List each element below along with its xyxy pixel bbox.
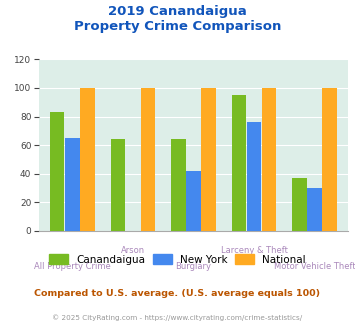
Text: Larceny & Theft: Larceny & Theft — [220, 246, 288, 255]
Text: 2019 Canandaigua: 2019 Canandaigua — [108, 5, 247, 18]
Bar — [231, 95, 246, 231]
Bar — [65, 138, 80, 231]
Text: Compared to U.S. average. (U.S. average equals 100): Compared to U.S. average. (U.S. average … — [34, 289, 321, 298]
Bar — [322, 88, 337, 231]
Bar — [292, 178, 307, 231]
Legend: Canandaigua, New York, National: Canandaigua, New York, National — [49, 254, 306, 265]
Bar — [247, 122, 261, 231]
Bar — [141, 88, 155, 231]
Text: All Property Crime: All Property Crime — [34, 262, 111, 271]
Text: Motor Vehicle Theft: Motor Vehicle Theft — [274, 262, 355, 271]
Text: Arson: Arson — [121, 246, 145, 255]
Bar — [307, 188, 322, 231]
Text: Property Crime Comparison: Property Crime Comparison — [74, 20, 281, 33]
Text: © 2025 CityRating.com - https://www.cityrating.com/crime-statistics/: © 2025 CityRating.com - https://www.city… — [53, 314, 302, 321]
Bar — [50, 112, 65, 231]
Bar — [80, 88, 95, 231]
Bar — [186, 171, 201, 231]
Bar — [110, 140, 125, 231]
Bar — [171, 140, 186, 231]
Bar — [262, 88, 277, 231]
Text: Burglary: Burglary — [175, 262, 212, 271]
Bar — [201, 88, 216, 231]
